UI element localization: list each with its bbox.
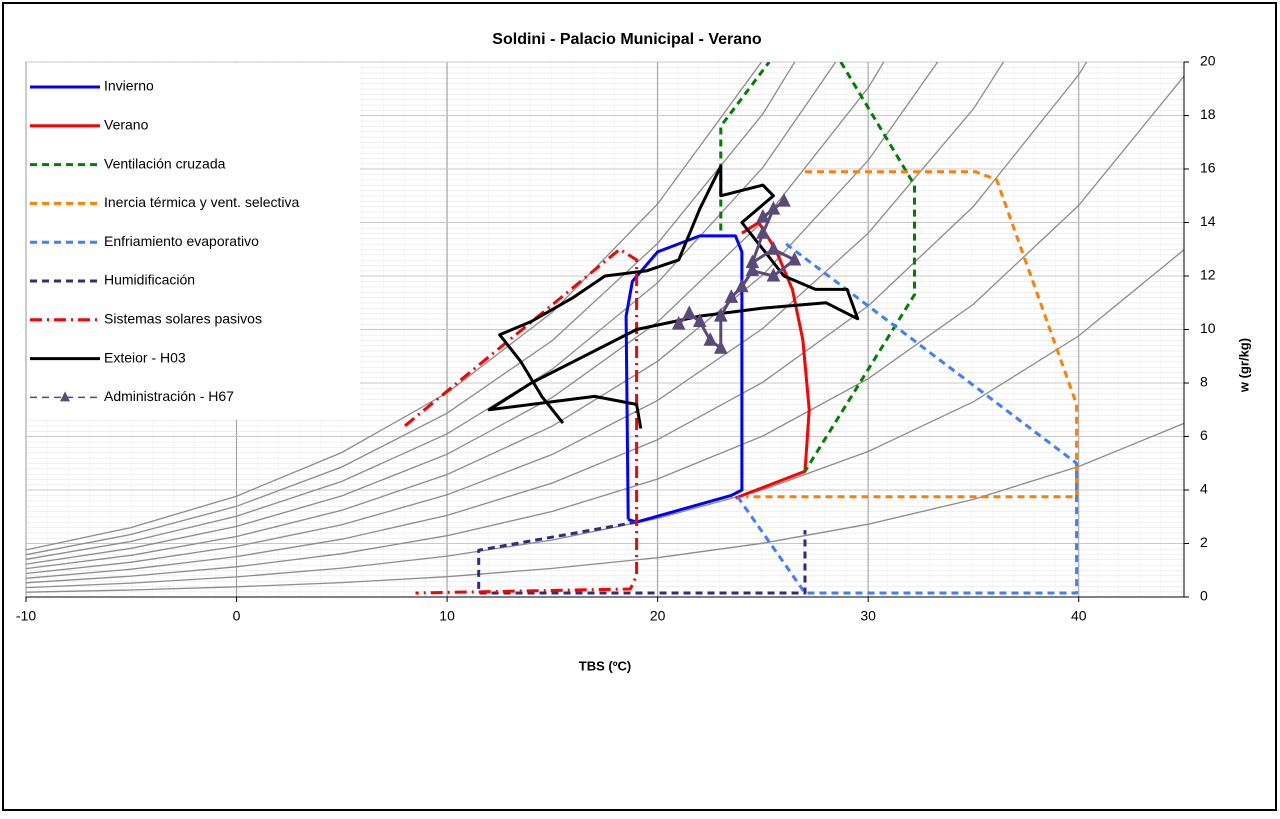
y-tick-label: 14 — [1200, 213, 1216, 229]
legend-label: Administración - H67 — [104, 388, 234, 404]
x-tick-label: 20 — [650, 608, 666, 624]
rh-curve — [26, 62, 1088, 579]
marker — [756, 225, 770, 239]
marker — [756, 209, 770, 223]
marker — [745, 254, 760, 269]
y-tick-label: 10 — [1200, 320, 1216, 336]
x-tick-label: -10 — [16, 608, 36, 624]
y-tick-label: 0 — [1200, 588, 1208, 604]
legend-label: Sistemas solares pasivos — [104, 311, 262, 327]
legend-label: Exteior - H03 — [104, 349, 186, 365]
axes: -10 0 10 20 30 40 0 2 4 6 8 10 12 14 16 18 20 — [16, 53, 1216, 624]
rh-curve — [26, 75, 1184, 584]
series-line — [487, 164, 860, 429]
legend-label: Inercia térmica y vent. selectiva — [104, 194, 300, 210]
y-tick-label: 12 — [1200, 267, 1216, 283]
marker — [692, 313, 707, 327]
x-axis-label: TBS (ºC) — [579, 658, 631, 673]
y-tick-label: 20 — [1200, 53, 1216, 69]
x-tick-label: 30 — [860, 608, 876, 624]
series-line — [624, 234, 744, 524]
y-tick-label: 8 — [1200, 374, 1208, 390]
rh-curve — [26, 62, 939, 570]
legend-label: Enfriamiento evaporativo — [104, 233, 259, 249]
rh-curve — [26, 422, 1184, 593]
x-tick-label: 0 — [233, 608, 241, 624]
marker — [713, 308, 728, 322]
marker — [724, 289, 739, 303]
rh-curves — [26, 62, 1184, 593]
legend-marker — [60, 391, 70, 402]
rh-curve — [26, 62, 837, 560]
legend-label: Verano — [104, 117, 149, 133]
y-axis-label: w (gr/kg) — [1236, 338, 1251, 393]
marker — [777, 192, 791, 207]
series-line — [734, 221, 811, 500]
x-tick-label: 10 — [439, 608, 455, 624]
legend-label: Invierno — [104, 78, 154, 94]
marker — [766, 267, 781, 282]
y-tick-label: 18 — [1200, 106, 1216, 122]
y-tick-label: 4 — [1200, 481, 1208, 497]
legend-label: Humidificación — [104, 272, 195, 288]
y-tick-label: 2 — [1200, 534, 1208, 550]
legend-label: Ventilación cruzada — [104, 155, 226, 171]
marker — [671, 316, 686, 330]
chart-title: Soldini - Palacio Municipal - Verano — [492, 31, 762, 48]
y-tick-label: 16 — [1200, 160, 1216, 176]
x-tick-label: 40 — [1071, 608, 1087, 624]
rh-curve — [26, 249, 1184, 589]
marker — [787, 251, 802, 266]
marker — [766, 241, 781, 255]
series-layer — [404, 62, 1079, 595]
marker — [745, 262, 760, 277]
marker — [682, 305, 697, 319]
series-line — [719, 62, 916, 473]
marker — [713, 340, 728, 354]
marker — [703, 332, 718, 346]
marker — [735, 278, 749, 293]
rh-curve — [26, 62, 885, 565]
rh-curve — [26, 62, 763, 551]
series-line — [746, 170, 1079, 499]
rh-curve — [26, 62, 1005, 575]
y-tick-label: 6 — [1200, 427, 1208, 443]
legend: Invierno Verano Ventilación cruzada Inercia… — [27, 63, 360, 420]
series-line — [736, 242, 1079, 595]
rh-curve — [26, 62, 796, 556]
marker — [766, 201, 781, 215]
